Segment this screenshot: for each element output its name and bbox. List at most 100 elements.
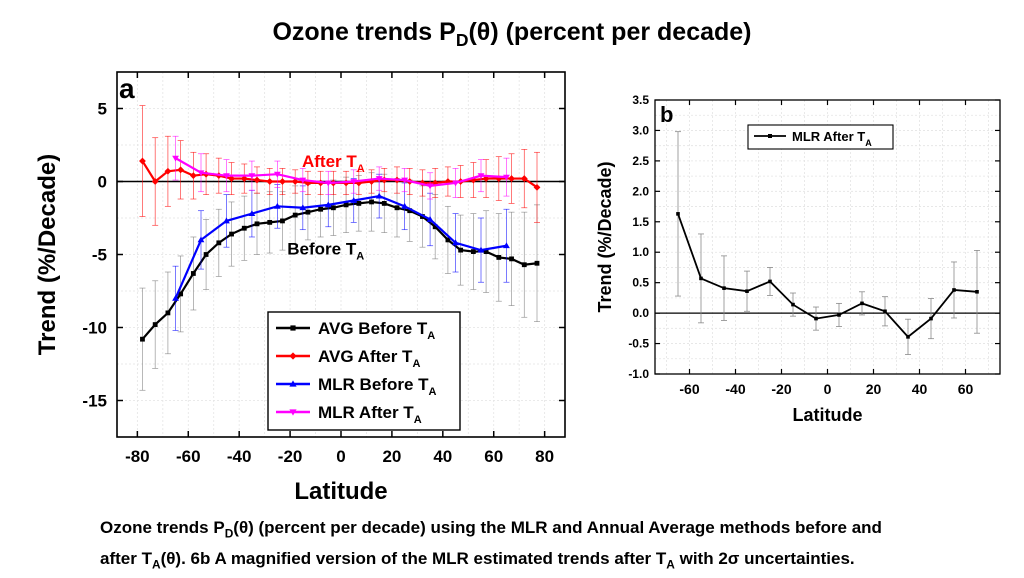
x-tick-label: -60 xyxy=(176,447,201,466)
data-point xyxy=(426,216,434,222)
data-point xyxy=(172,155,179,162)
data-point xyxy=(228,175,235,182)
y-tick-label: -15 xyxy=(82,392,107,411)
data-point xyxy=(292,212,298,218)
legend-marker xyxy=(768,134,772,138)
x-tick-label: 40 xyxy=(912,381,928,397)
data-point xyxy=(299,204,307,211)
data-point xyxy=(190,271,196,276)
panel-label: b xyxy=(660,102,673,127)
data-point xyxy=(324,201,332,208)
data-point xyxy=(197,236,205,243)
legend-marker xyxy=(289,409,297,416)
data-point xyxy=(676,212,680,216)
data-point xyxy=(369,199,374,205)
data-point xyxy=(477,246,485,253)
data-point xyxy=(280,218,285,224)
data-point xyxy=(375,176,383,182)
annotation-label: After TA xyxy=(302,152,365,175)
data-point xyxy=(470,249,476,254)
data-point xyxy=(483,249,489,254)
x-tick-label: -60 xyxy=(679,381,699,397)
data-point xyxy=(814,316,818,321)
data-point xyxy=(223,217,230,224)
annotation-label: Before TA xyxy=(287,240,364,263)
data-point xyxy=(477,173,485,180)
data-point xyxy=(279,178,286,185)
data-point xyxy=(407,208,413,214)
data-point xyxy=(745,289,749,293)
data-point xyxy=(164,167,172,175)
x-axis-title: Latitude xyxy=(793,405,863,425)
data-point xyxy=(324,180,332,187)
data-point xyxy=(152,322,158,327)
data-point xyxy=(139,157,146,165)
legend-marker xyxy=(289,380,297,387)
data-point xyxy=(291,178,299,185)
data-point xyxy=(452,180,459,187)
data-point xyxy=(266,178,274,185)
legend: MLR After TA xyxy=(747,124,894,150)
data-point xyxy=(521,262,527,268)
panel-b-chart: -60 -40 -20 0 20 40 60 3.5 3.0 2.5 2.0 1.5 1.0 0.5 0.0… xyxy=(595,93,1001,425)
series-line xyxy=(677,213,978,339)
data-point xyxy=(860,301,864,306)
data-point xyxy=(426,183,434,190)
data-point xyxy=(240,175,248,182)
y-tick-label: 2.5 xyxy=(632,154,649,168)
data-point xyxy=(432,224,438,230)
data-point xyxy=(189,172,197,180)
data-point xyxy=(318,206,324,212)
x-tick-label: -20 xyxy=(278,447,303,466)
x-tick-label: -40 xyxy=(227,447,252,466)
y-tick-label: 0.0 xyxy=(632,306,649,320)
data-point xyxy=(503,174,510,181)
data-point xyxy=(273,202,281,209)
legend-label: AVG Before TA xyxy=(318,319,435,342)
data-point xyxy=(837,313,841,317)
data-point xyxy=(791,302,795,307)
data-point xyxy=(140,336,145,342)
data-point xyxy=(355,179,363,187)
data-point xyxy=(520,175,528,182)
x-tick-label: 40 xyxy=(433,447,452,466)
data-point xyxy=(906,335,910,339)
data-point xyxy=(929,316,933,321)
data-point xyxy=(267,219,273,225)
y-tick-label: -5 xyxy=(92,246,107,265)
data-point xyxy=(248,173,256,180)
data-point xyxy=(883,309,887,314)
data-point xyxy=(151,178,159,185)
legend-label: MLR After TA xyxy=(792,129,872,148)
y-tick-label: 1.5 xyxy=(632,215,649,229)
series-line xyxy=(174,194,507,299)
data-point xyxy=(177,166,185,174)
y-tick-label: -1.0 xyxy=(628,367,649,381)
data-point xyxy=(350,197,358,203)
legend-marker xyxy=(289,352,297,360)
y-tick-label: -10 xyxy=(82,319,107,338)
data-point xyxy=(223,173,230,180)
data-point xyxy=(394,205,400,211)
figure-caption: Ozone trends PD(θ) (percent per decade) … xyxy=(100,518,882,572)
x-tick-label: 80 xyxy=(535,447,554,466)
x-tick-label: 0 xyxy=(336,447,345,466)
data-point xyxy=(305,209,311,215)
data-point xyxy=(975,290,979,294)
data-point xyxy=(509,256,514,262)
legend-label: MLR Before TA xyxy=(318,375,437,398)
data-point xyxy=(699,276,703,281)
x-tick-label: 60 xyxy=(958,381,974,397)
data-point xyxy=(273,171,281,178)
data-point xyxy=(431,179,439,187)
data-point xyxy=(203,252,209,257)
data-point xyxy=(533,183,541,191)
data-point xyxy=(952,288,956,292)
y-axis-title: Trend (%/Decade) xyxy=(34,154,61,355)
data-point xyxy=(229,231,234,237)
legend-box xyxy=(267,311,461,431)
y-axis-title: Trend (%/Decade) xyxy=(595,161,615,312)
data-point xyxy=(534,260,540,266)
y-tick-label: 0.5 xyxy=(632,276,649,290)
data-point xyxy=(401,202,409,209)
